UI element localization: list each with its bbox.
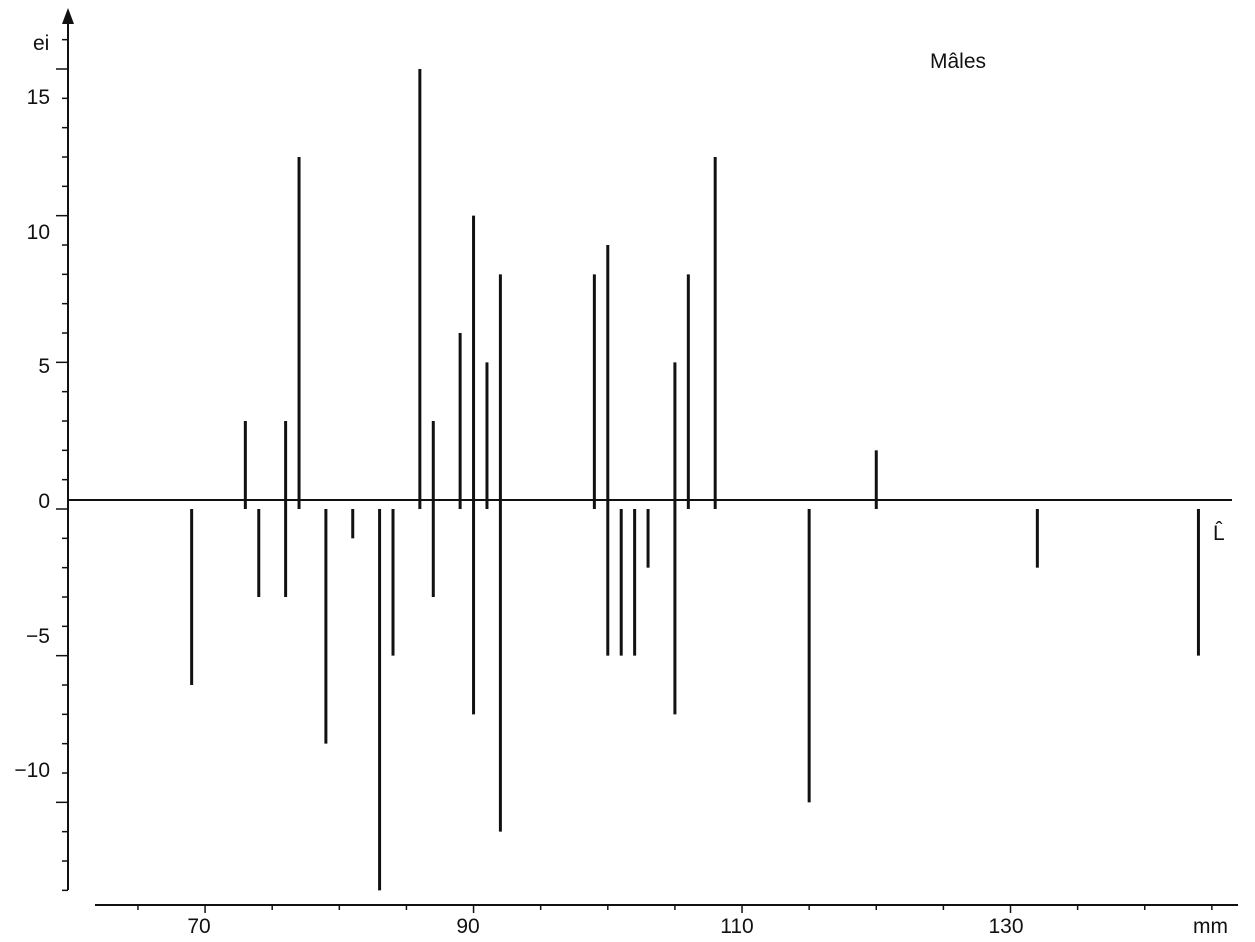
y-axis-arrow <box>62 8 74 24</box>
x-tick-label: 130 <box>988 915 1023 938</box>
x-tick-label: 90 <box>456 915 479 938</box>
x-tick-label: 70 <box>187 915 210 938</box>
x-tick-labels: 70 90 110 130 <box>187 915 1023 938</box>
data-bars <box>190 69 1200 891</box>
y-tick-label: −5 <box>26 625 50 648</box>
x-tick-label: 110 <box>720 915 753 938</box>
y-minor-ticks <box>56 38 68 892</box>
y-tick-label: 0 <box>38 490 50 513</box>
axes <box>56 8 1238 913</box>
legend-males: Mâles <box>930 50 986 73</box>
x-axis-title: mm <box>1193 915 1228 938</box>
y-tick-labels: 15 10 5 0 −5 −10 <box>14 86 50 782</box>
x-minor-ticks <box>137 905 1213 913</box>
baseline-label: L̂ <box>1213 522 1225 545</box>
y-tick-label: −10 <box>14 759 50 782</box>
y-tick-label: 5 <box>38 355 50 378</box>
y-tick-label: 10 <box>27 221 50 244</box>
y-tick-label: 15 <box>27 86 50 109</box>
y-axis-title: ei <box>33 32 49 55</box>
